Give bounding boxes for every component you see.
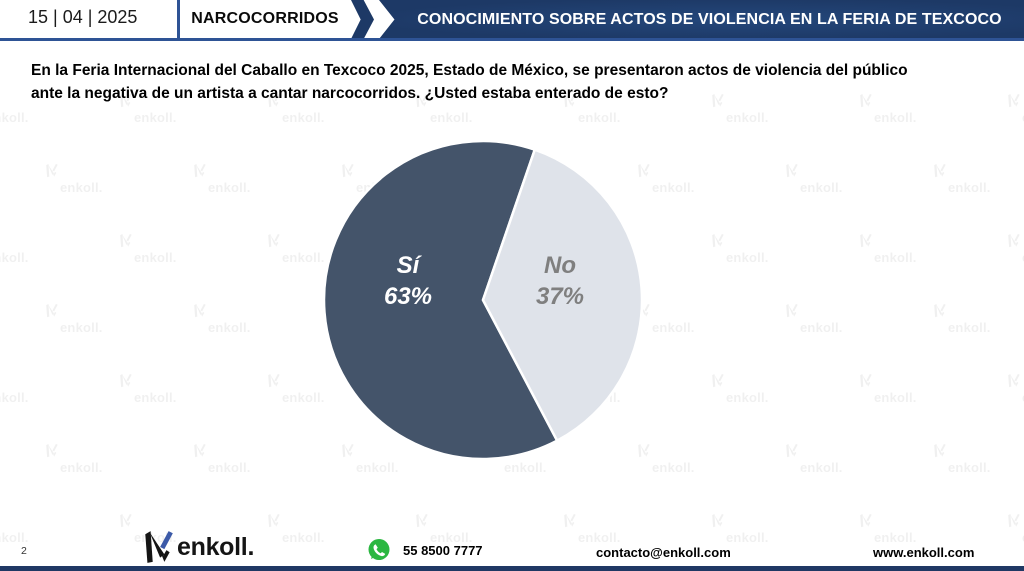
pie-label-si-value: 63% bbox=[383, 283, 433, 310]
banner-chevron-icon bbox=[351, 0, 374, 39]
watermark-tile: enkoll. bbox=[0, 110, 29, 125]
pie-label-si-text: Sí bbox=[396, 252, 420, 279]
watermark-tile: enkoll. bbox=[784, 302, 843, 335]
bottom-accent-bar bbox=[0, 566, 1024, 571]
watermark-tile: enkoll. bbox=[44, 302, 103, 335]
watermark-tile: enkoll. bbox=[118, 232, 177, 265]
watermark-tile: enkoll. bbox=[192, 162, 251, 195]
page-number: 2 bbox=[21, 545, 27, 557]
pie-chart: Sí 63% No 37% bbox=[322, 139, 644, 461]
enkoll-logo: enkoll. bbox=[140, 530, 254, 564]
watermark-tile: enkoll. bbox=[562, 512, 621, 545]
watermark-tile: enkoll. bbox=[266, 232, 325, 265]
pie-label-no-value: 37% bbox=[535, 283, 585, 310]
watermark-tile: enkoll. bbox=[1006, 92, 1024, 125]
pie-label-no: No 37% bbox=[536, 250, 584, 312]
watermark-tile: enkoll. bbox=[192, 442, 251, 475]
section-label: NARCOCORRIDOS bbox=[191, 10, 339, 27]
slide-date: 15 | 04 | 2025 bbox=[28, 7, 138, 27]
header-vertical-divider bbox=[177, 0, 180, 38]
header-underline bbox=[0, 38, 1024, 41]
watermark-tile: enkoll. bbox=[636, 302, 695, 335]
watermark-tile: enkoll. bbox=[932, 442, 991, 475]
watermark-tile: enkoll. bbox=[1006, 372, 1024, 405]
watermark-tile: enkoll. bbox=[192, 302, 251, 335]
watermark-tile: enkoll. bbox=[0, 250, 29, 265]
watermark-tile: enkoll. bbox=[118, 372, 177, 405]
watermark-tile: enkoll. bbox=[1006, 512, 1024, 545]
title-banner: CONOCIMIENTO SOBRE ACTOS DE VIOLENCIA EN… bbox=[379, 0, 1024, 39]
watermark-tile: enkoll. bbox=[0, 390, 29, 405]
watermark-tile: enkoll. bbox=[932, 302, 991, 335]
watermark-tile: enkoll. bbox=[710, 372, 769, 405]
watermark-tile: enkoll. bbox=[710, 232, 769, 265]
pie-slice-no bbox=[481, 148, 644, 442]
slide-title: CONOCIMIENTO SOBRE ACTOS DE VIOLENCIA EN… bbox=[417, 10, 1002, 28]
pie-label-no-text: No bbox=[543, 252, 576, 279]
watermark-tile: enkoll. bbox=[266, 512, 325, 545]
website-url: www.enkoll.com bbox=[873, 545, 975, 560]
pie-svg bbox=[322, 139, 644, 461]
pie-label-si: Sí 63% bbox=[384, 250, 432, 312]
watermark-tile: enkoll. bbox=[636, 162, 695, 195]
enkoll-logo-icon bbox=[145, 531, 173, 563]
watermark-tile: enkoll. bbox=[784, 162, 843, 195]
watermark-tile: enkoll. bbox=[858, 232, 917, 265]
pie-slice-sí bbox=[322, 139, 559, 461]
watermark-tile: enkoll. bbox=[932, 162, 991, 195]
watermark-tile: enkoll. bbox=[0, 530, 29, 545]
watermark-tile: enkoll. bbox=[784, 442, 843, 475]
phone-number: 55 8500 7777 bbox=[403, 542, 483, 558]
enkoll-logo-text: enkoll. bbox=[177, 532, 255, 561]
watermark-tile: enkoll. bbox=[636, 442, 695, 475]
watermark-tile: enkoll. bbox=[858, 372, 917, 405]
whatsapp-icon bbox=[368, 539, 390, 560]
watermark-tile: enkoll. bbox=[710, 512, 769, 545]
watermark-tile: enkoll. bbox=[44, 442, 103, 475]
contact-email: contacto@enkoll.com bbox=[596, 545, 731, 560]
watermark-tile: enkoll. bbox=[858, 512, 917, 545]
watermark-tile: enkoll. bbox=[266, 372, 325, 405]
watermark-tile: enkoll. bbox=[44, 162, 103, 195]
whatsapp-contact: 55 8500 7777 bbox=[367, 538, 483, 562]
watermark-tile: enkoll. bbox=[1006, 232, 1024, 265]
question-text: En la Feria Internacional del Caballo en… bbox=[31, 62, 908, 102]
